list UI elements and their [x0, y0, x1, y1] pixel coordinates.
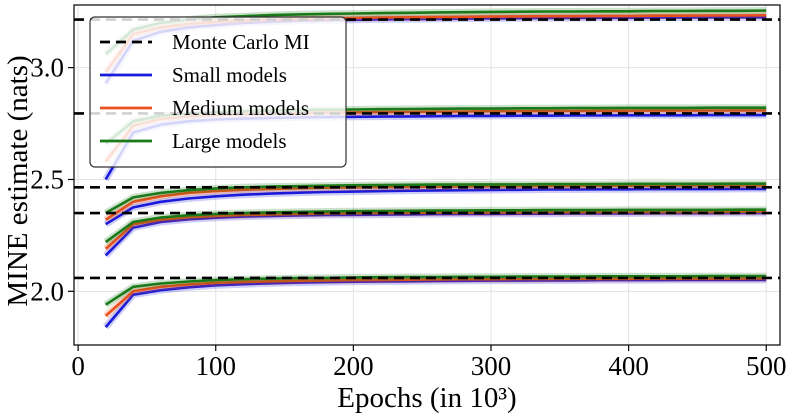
x-tick-label: 100	[196, 351, 237, 381]
x-ticks: 0 100 200 300 400 500	[71, 345, 786, 381]
legend-label: Small models	[172, 63, 287, 87]
y-tick-label: 3.0	[30, 53, 64, 83]
legend-label: Monte Carlo MI	[172, 30, 310, 54]
x-tick-label: 400	[608, 351, 649, 381]
series-large-line-4	[104, 208, 767, 244]
series-small-line-5	[104, 278, 767, 328]
y-ticks: 2.0 2.5 3.0	[30, 53, 74, 306]
plot-frame	[73, 4, 781, 346]
y-axis-label: MINE estimate (nats)	[2, 55, 34, 306]
legend-label: Large models	[172, 129, 287, 153]
x-axis-label: Epochs (in 10³)	[337, 382, 516, 414]
x-tick-label: 300	[471, 351, 512, 381]
legend-label: Medium models	[172, 96, 309, 120]
y-tick-label: 2.0	[30, 276, 64, 306]
x-tick-label: 200	[333, 351, 374, 381]
x-tick-label: 500	[746, 351, 787, 381]
legend: Monte Carlo MI Small models Medium models L…	[89, 16, 347, 168]
series-small-line-3	[105, 187, 767, 226]
legend-box	[89, 16, 347, 168]
x-tick-label: 0	[71, 351, 85, 381]
series-large-line-3	[105, 182, 767, 215]
y-tick-label: 2.5	[30, 164, 64, 194]
